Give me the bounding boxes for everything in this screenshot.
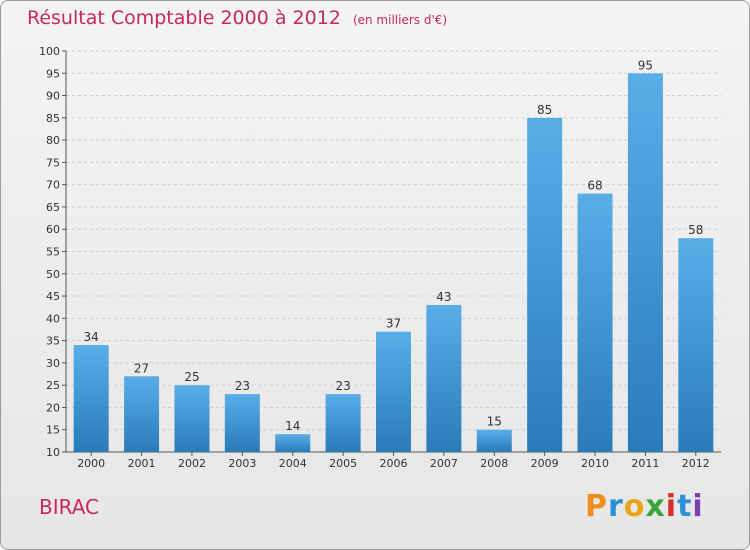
x-tick-label: 2003 xyxy=(228,457,256,470)
y-tick-label: 90 xyxy=(46,90,60,103)
y-tick-label: 10 xyxy=(46,446,60,459)
bar xyxy=(627,73,663,453)
x-tick-label: 2006 xyxy=(380,457,408,470)
data-label: 85 xyxy=(537,103,552,117)
bar xyxy=(275,434,311,452)
bar xyxy=(224,394,260,452)
chart-subtitle: (en milliers d'€) xyxy=(352,13,448,27)
y-tick-label: 85 xyxy=(46,112,60,125)
y-tick-label: 15 xyxy=(46,424,60,437)
x-tick-label: 2011 xyxy=(631,457,659,470)
bar xyxy=(678,238,714,452)
bar xyxy=(426,304,462,452)
y-tick-label: 25 xyxy=(46,379,60,392)
logo-letter: i xyxy=(665,489,678,524)
x-tick-label: 2004 xyxy=(279,457,307,470)
bar xyxy=(476,429,512,452)
data-label: 25 xyxy=(184,370,199,384)
data-label: 14 xyxy=(285,419,300,433)
data-label: 37 xyxy=(386,317,401,331)
commune-name: BIRAC xyxy=(39,495,99,519)
x-tick-label: 2009 xyxy=(531,457,559,470)
x-tick-label: 2000 xyxy=(77,457,105,470)
data-label: 95 xyxy=(638,58,653,72)
data-label: 15 xyxy=(487,415,502,429)
logo-letter: P xyxy=(585,489,608,524)
chart-title: Résultat Comptable 2000 à 2012 (en milli… xyxy=(27,7,447,29)
logo-letter: o xyxy=(623,489,646,524)
bar xyxy=(527,117,563,452)
bar xyxy=(73,345,109,452)
logo-letter: x xyxy=(645,489,666,524)
y-tick-label: 45 xyxy=(46,290,60,303)
data-label: 23 xyxy=(235,379,250,393)
data-label: 68 xyxy=(587,179,602,193)
x-tick-label: 2007 xyxy=(430,457,458,470)
logo-letter: i xyxy=(692,489,704,524)
y-tick-label: 20 xyxy=(46,401,60,414)
x-tick-label: 2001 xyxy=(128,457,156,470)
y-tick-label: 30 xyxy=(46,357,60,370)
x-tick-label: 2012 xyxy=(682,457,710,470)
x-tick-label: 2005 xyxy=(329,457,357,470)
data-label: 34 xyxy=(84,330,99,344)
y-tick-label: 60 xyxy=(46,223,60,236)
bar xyxy=(325,394,361,452)
data-label: 27 xyxy=(134,361,149,375)
data-label: 58 xyxy=(688,223,703,237)
y-tick-label: 65 xyxy=(46,201,60,214)
y-tick-label: 100 xyxy=(39,45,60,58)
bar xyxy=(577,193,613,453)
y-tick-label: 55 xyxy=(46,246,60,259)
y-tick-label: 35 xyxy=(46,335,60,348)
bar xyxy=(174,385,210,452)
y-tick-label: 95 xyxy=(46,67,60,80)
y-tick-label: 70 xyxy=(46,179,60,192)
logo-letter: t xyxy=(677,489,693,524)
proxiti-logo: Proxiti xyxy=(585,489,704,524)
bar xyxy=(376,331,411,452)
logo-letter: r xyxy=(608,489,624,524)
y-tick-label: 75 xyxy=(46,156,60,169)
y-tick-label: 40 xyxy=(46,312,60,325)
y-tick-label: 50 xyxy=(46,268,60,281)
x-tick-label: 2002 xyxy=(178,457,206,470)
data-label: 23 xyxy=(335,379,350,393)
chart-title-text: Résultat Comptable 2000 à 2012 xyxy=(27,7,341,29)
x-tick-label: 2008 xyxy=(480,457,508,470)
x-tick-label: 2010 xyxy=(581,457,609,470)
data-label: 43 xyxy=(436,290,451,304)
bar xyxy=(124,376,160,452)
y-tick-label: 80 xyxy=(46,134,60,147)
